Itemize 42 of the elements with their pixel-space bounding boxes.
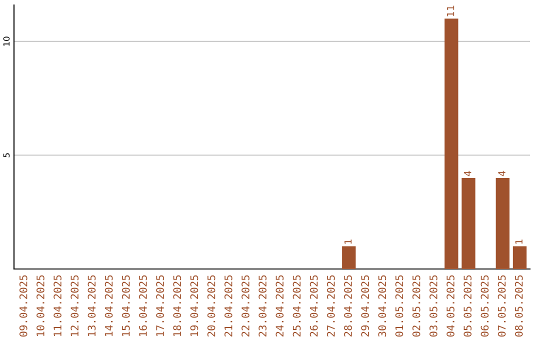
data-label: 1	[515, 240, 522, 244]
y-tick-label: 5	[3, 153, 10, 158]
y-tick-label: 10	[3, 36, 10, 46]
x-tick-label: 06.05.2025	[480, 275, 489, 337]
x-tick-label: 14.04.2025	[104, 275, 113, 336]
x-tick-label: 19.04.2025	[190, 275, 198, 336]
x-tick-label: 21.04.2025	[224, 275, 232, 336]
data-label: 11	[447, 6, 454, 16]
x-tick-label: 08.05.2025	[514, 275, 523, 337]
bar	[512, 246, 527, 269]
data-label: 4	[498, 170, 506, 176]
x-tick-label: 20.04.2025	[207, 275, 216, 336]
x-tick-label: 12.04.2025	[70, 275, 79, 336]
x-tick-label: 30.04.2025	[378, 275, 386, 337]
x-tick-label: 15.04.2025	[122, 275, 130, 336]
bar	[496, 178, 510, 269]
x-tick-label: 09.04.2025	[19, 275, 28, 337]
x-tick-label: 10.04.2025	[36, 275, 44, 336]
x-tick-label: 05.05.2025	[464, 275, 472, 337]
bar	[342, 246, 356, 269]
x-tick-label: 11.04.2025	[54, 275, 62, 336]
x-tick-label: 25.04.2025	[292, 275, 301, 336]
data-label: 4	[464, 170, 472, 176]
data-label: 1	[344, 240, 352, 244]
x-tick-label: 01.05.2025	[395, 275, 404, 337]
x-tick-label: 18.04.2025	[173, 275, 182, 336]
x-tick-label: 27.04.2025	[326, 275, 335, 336]
x-tick-label: 16.04.2025	[139, 275, 147, 336]
x-tick-label: 03.05.2025	[429, 275, 438, 337]
x-tick-label: 07.05.2025	[498, 275, 506, 337]
x-tick-label: 17.04.2025	[156, 275, 164, 336]
x-tick-label: 04.05.2025	[446, 275, 454, 337]
x-tick-label: 28.04.2025	[344, 275, 352, 336]
x-tick-label: 22.04.2025	[242, 275, 250, 336]
x-tick-label: 24.04.2025	[276, 275, 284, 336]
bar	[462, 178, 476, 269]
x-tick-label: 13.04.2025	[88, 275, 96, 336]
x-tick-label: 02.05.2025	[412, 275, 420, 337]
x-tick-label: 26.04.2025	[310, 275, 318, 336]
x-tick-label: 23.04.2025	[258, 275, 267, 336]
bar	[444, 18, 458, 269]
x-tick-label: 29.04.2025	[361, 275, 370, 336]
